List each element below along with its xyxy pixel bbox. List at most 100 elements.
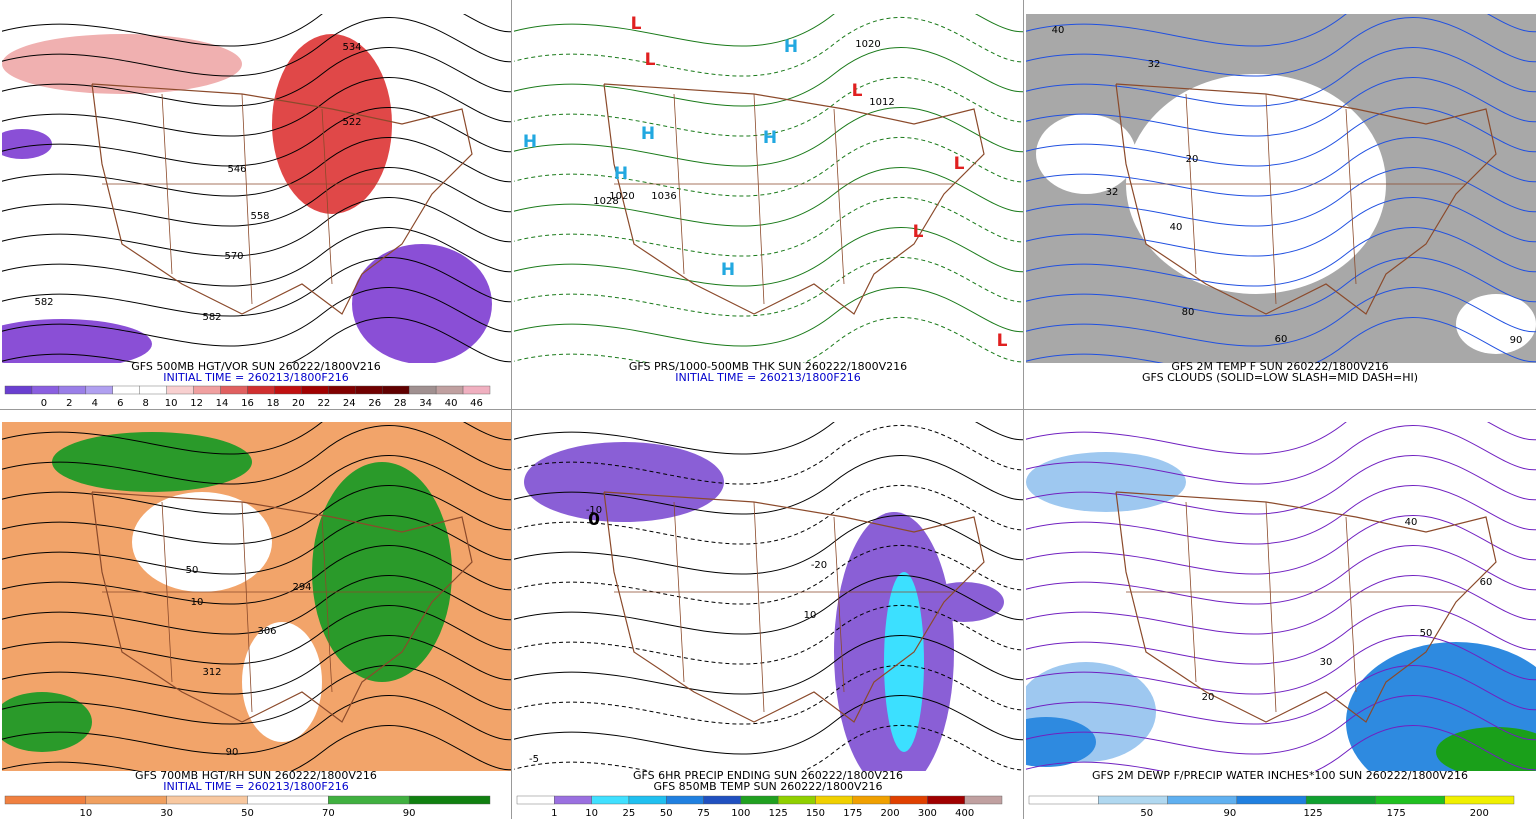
colorbar-label: 2	[66, 398, 72, 409]
map-label: 32	[1148, 59, 1161, 70]
contour	[2, 257, 512, 317]
map-panel	[514, 14, 1024, 363]
caption: INITIAL TIME = 260213/1800F216	[675, 371, 860, 384]
map-label: 312	[202, 667, 221, 678]
colorbar-label: 20	[292, 398, 305, 409]
caption: GFS 700MB HGT/RH SUN 260222/1800V216	[135, 769, 377, 782]
shaded-area	[1026, 717, 1096, 767]
colorbar-swatch	[1098, 795, 1168, 805]
colorbar-swatch	[139, 385, 167, 395]
colorbar-swatch	[247, 385, 275, 395]
map-label: 1036	[651, 191, 676, 202]
contour	[2, 635, 512, 695]
colorbar-swatch	[166, 385, 194, 395]
contour	[1026, 257, 1536, 317]
contour	[2, 227, 512, 287]
colorbar-swatch	[1305, 795, 1376, 805]
colorbar-label: 50	[660, 808, 673, 819]
colorbar-swatch	[220, 385, 248, 395]
shaded-area	[2, 319, 152, 363]
colorbar-label: 14	[216, 398, 229, 409]
caption: GFS 6HR PRECIP ENDING SUN 260222/1800V21…	[633, 769, 903, 782]
map-panel	[1026, 422, 1536, 771]
colorbar-swatch	[889, 795, 928, 805]
colorbar-swatch	[328, 795, 410, 805]
map-label: -10	[586, 505, 602, 516]
shaded-area	[2, 692, 92, 752]
contour	[2, 197, 512, 257]
colorbar-label: 4	[92, 398, 98, 409]
colorbar-swatch	[382, 385, 410, 395]
shaded-area	[242, 622, 322, 742]
map-label: 50	[1420, 628, 1433, 639]
map-label: 1012	[869, 97, 894, 108]
contour	[514, 695, 1024, 755]
contour	[514, 107, 1024, 167]
contour	[514, 425, 1024, 485]
colorbar-swatch	[58, 385, 87, 395]
shaded-area	[884, 572, 924, 752]
colorbar-label: 75	[697, 808, 710, 819]
state-lines	[614, 501, 954, 713]
colorbar-swatch	[852, 795, 891, 805]
colorbar-label: 34	[419, 398, 432, 409]
map-label: 90	[1510, 335, 1523, 346]
colorbar-label: 125	[1304, 808, 1323, 819]
map-label: 1028	[593, 196, 618, 207]
state-lines	[1126, 501, 1466, 713]
contour	[1026, 575, 1536, 635]
caption: GFS 500MB HGT/VOR SUN 260222/1800V216	[131, 360, 381, 373]
colorbar-label: 6	[117, 398, 123, 409]
coastline	[1115, 83, 1497, 315]
map-label: 522	[342, 117, 361, 128]
contour	[514, 137, 1024, 197]
map-label: 582	[202, 312, 221, 323]
contour	[514, 725, 1024, 771]
contour	[1026, 227, 1536, 287]
coastline	[603, 491, 985, 723]
colorbar-label: 30	[160, 808, 173, 819]
colorbar-swatch	[815, 795, 853, 805]
colorbar-swatch	[85, 385, 113, 395]
shaded-area	[1456, 294, 1536, 354]
colorbar-swatch	[628, 795, 667, 805]
caption: GFS 850MB TEMP SUN 260222/1800V216	[654, 780, 883, 793]
contour	[514, 14, 1024, 47]
caption: GFS PRS/1000-500MB THK SUN 260222/1800V2…	[629, 360, 907, 373]
caption: GFS 2M DEWP F/PRECIP WATER INCHES*100 SU…	[1092, 769, 1468, 782]
map-label: 50	[186, 565, 199, 576]
shaded-area	[2, 34, 242, 94]
colorbar-label: 175	[843, 808, 862, 819]
colorbar-label: 10	[79, 808, 92, 819]
colorbar-swatch	[740, 795, 779, 805]
contour	[2, 422, 512, 455]
map-background	[514, 14, 1024, 363]
shaded-area	[2, 129, 52, 159]
contour	[2, 167, 512, 227]
contour	[514, 545, 1024, 605]
contour	[1026, 197, 1536, 257]
colorbar-label: 70	[322, 808, 335, 819]
map-label: H	[721, 260, 735, 280]
colorbar-swatch	[4, 385, 33, 395]
colorbar-swatch	[328, 385, 356, 395]
map-panel	[1026, 14, 1536, 363]
colorbar-swatch	[516, 795, 555, 805]
contour	[514, 605, 1024, 665]
contour	[1026, 17, 1536, 77]
colorbar-label: 10	[165, 398, 178, 409]
contour	[2, 137, 512, 197]
contour	[1026, 167, 1536, 227]
map-label: L	[997, 331, 1008, 351]
map-label: H	[523, 132, 537, 152]
contour	[514, 575, 1024, 635]
contour	[1026, 287, 1536, 347]
colorbar-label: 28	[394, 398, 407, 409]
contour	[2, 695, 512, 755]
contour	[514, 77, 1024, 137]
contour	[1026, 47, 1536, 107]
contour	[2, 47, 512, 107]
contour	[2, 17, 512, 77]
contour	[1026, 605, 1536, 665]
colorbar-label: 16	[241, 398, 254, 409]
